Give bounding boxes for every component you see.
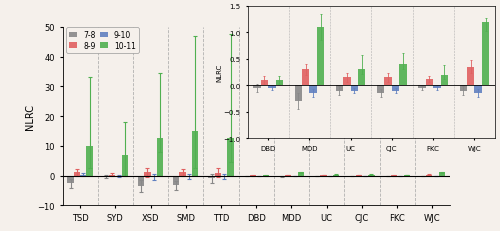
- Bar: [302, 70, 310, 86]
- Bar: [336, 86, 343, 91]
- Bar: [138, 176, 144, 186]
- Bar: [426, 80, 433, 86]
- Bar: [109, 175, 116, 176]
- Bar: [173, 176, 180, 185]
- Bar: [144, 172, 150, 176]
- Bar: [426, 175, 432, 176]
- Bar: [358, 70, 366, 86]
- Bar: [208, 176, 214, 178]
- Bar: [418, 86, 426, 88]
- Bar: [460, 86, 467, 91]
- Bar: [192, 131, 198, 176]
- Bar: [317, 28, 324, 86]
- Bar: [276, 81, 283, 86]
- Bar: [310, 86, 317, 94]
- Bar: [467, 67, 474, 86]
- Bar: [228, 139, 234, 176]
- Bar: [343, 78, 350, 86]
- Bar: [438, 172, 445, 176]
- Bar: [68, 176, 74, 183]
- Bar: [392, 86, 400, 91]
- Bar: [400, 65, 406, 86]
- Bar: [384, 78, 392, 86]
- Bar: [482, 23, 489, 86]
- Bar: [86, 146, 93, 176]
- Bar: [157, 139, 163, 176]
- Bar: [285, 175, 292, 176]
- Bar: [279, 176, 285, 177]
- Bar: [474, 86, 482, 94]
- Bar: [298, 173, 304, 176]
- Y-axis label: NLRC: NLRC: [216, 64, 222, 82]
- Bar: [368, 175, 374, 176]
- Bar: [440, 75, 448, 86]
- Bar: [268, 86, 276, 88]
- Bar: [74, 172, 80, 176]
- Bar: [150, 176, 157, 177]
- Bar: [433, 86, 440, 88]
- Bar: [122, 155, 128, 176]
- Bar: [260, 81, 268, 86]
- Legend: 7-8, 8-9, 9-10, 10-11: 7-8, 8-9, 9-10, 10-11: [66, 28, 139, 54]
- Bar: [180, 172, 186, 176]
- Bar: [350, 86, 358, 91]
- Bar: [294, 86, 302, 102]
- Bar: [254, 86, 260, 88]
- Bar: [333, 175, 340, 176]
- Bar: [80, 175, 86, 176]
- Y-axis label: NLRC: NLRC: [24, 104, 34, 130]
- Bar: [377, 86, 384, 94]
- Bar: [404, 175, 410, 176]
- Bar: [214, 173, 221, 176]
